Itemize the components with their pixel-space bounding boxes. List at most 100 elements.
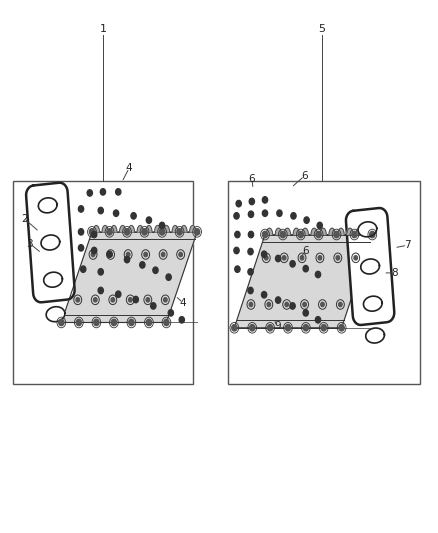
Circle shape bbox=[248, 248, 253, 255]
Circle shape bbox=[283, 256, 286, 260]
Circle shape bbox=[290, 261, 295, 267]
Text: 6: 6 bbox=[302, 246, 309, 255]
Polygon shape bbox=[366, 328, 385, 343]
Circle shape bbox=[179, 317, 184, 323]
Text: 8: 8 bbox=[391, 268, 398, 278]
Circle shape bbox=[262, 210, 268, 216]
Polygon shape bbox=[128, 225, 134, 232]
Circle shape bbox=[303, 310, 308, 316]
Circle shape bbox=[290, 303, 295, 309]
Polygon shape bbox=[137, 225, 143, 232]
Polygon shape bbox=[102, 225, 108, 232]
Bar bbox=[13, 181, 193, 384]
Circle shape bbox=[249, 198, 254, 205]
Polygon shape bbox=[93, 225, 99, 232]
Circle shape bbox=[235, 266, 240, 272]
Circle shape bbox=[87, 190, 92, 196]
Circle shape bbox=[89, 229, 95, 235]
Polygon shape bbox=[190, 225, 196, 232]
Circle shape bbox=[94, 297, 97, 302]
Polygon shape bbox=[155, 225, 161, 232]
Polygon shape bbox=[358, 222, 377, 237]
Circle shape bbox=[179, 253, 182, 257]
Circle shape bbox=[113, 210, 119, 216]
Circle shape bbox=[339, 325, 344, 331]
Circle shape bbox=[140, 262, 145, 268]
Polygon shape bbox=[172, 225, 178, 232]
Polygon shape bbox=[311, 228, 317, 235]
Circle shape bbox=[236, 200, 241, 207]
Circle shape bbox=[151, 303, 156, 309]
Polygon shape bbox=[146, 225, 152, 232]
Circle shape bbox=[316, 231, 321, 238]
Circle shape bbox=[265, 256, 268, 260]
Circle shape bbox=[262, 231, 268, 238]
Polygon shape bbox=[293, 228, 300, 235]
Circle shape bbox=[59, 319, 64, 326]
Circle shape bbox=[124, 229, 130, 235]
Circle shape bbox=[159, 229, 165, 235]
Circle shape bbox=[304, 217, 309, 223]
Circle shape bbox=[291, 213, 296, 219]
Circle shape bbox=[78, 245, 84, 251]
Circle shape bbox=[166, 274, 171, 280]
Circle shape bbox=[92, 253, 95, 257]
Circle shape bbox=[277, 210, 282, 216]
Circle shape bbox=[94, 319, 99, 326]
Circle shape bbox=[164, 319, 169, 326]
Circle shape bbox=[146, 217, 152, 223]
Circle shape bbox=[276, 255, 281, 262]
Circle shape bbox=[339, 302, 342, 306]
Polygon shape bbox=[347, 228, 353, 235]
Polygon shape bbox=[364, 296, 382, 311]
Circle shape bbox=[194, 229, 200, 235]
Polygon shape bbox=[320, 228, 326, 235]
Circle shape bbox=[321, 325, 326, 331]
Text: 1: 1 bbox=[99, 25, 106, 34]
Circle shape bbox=[262, 197, 268, 203]
Circle shape bbox=[232, 325, 237, 331]
Bar bbox=[228, 181, 420, 384]
Text: 9: 9 bbox=[274, 321, 281, 331]
Circle shape bbox=[285, 302, 289, 306]
Circle shape bbox=[76, 319, 81, 326]
Text: 7: 7 bbox=[404, 240, 411, 250]
Circle shape bbox=[126, 253, 130, 257]
Text: 4: 4 bbox=[180, 298, 187, 308]
Circle shape bbox=[92, 231, 97, 238]
Circle shape bbox=[261, 251, 267, 257]
Circle shape bbox=[107, 251, 112, 257]
Polygon shape bbox=[39, 198, 57, 213]
Polygon shape bbox=[46, 306, 65, 322]
Circle shape bbox=[248, 269, 253, 275]
Circle shape bbox=[92, 247, 97, 254]
Circle shape bbox=[286, 325, 291, 331]
Circle shape bbox=[116, 189, 121, 195]
Circle shape bbox=[317, 222, 322, 229]
Circle shape bbox=[144, 253, 147, 257]
Circle shape bbox=[249, 302, 253, 306]
Polygon shape bbox=[26, 183, 74, 302]
Polygon shape bbox=[41, 235, 60, 250]
Text: 6: 6 bbox=[301, 171, 308, 181]
Circle shape bbox=[354, 256, 357, 260]
Polygon shape bbox=[181, 225, 187, 232]
Circle shape bbox=[78, 229, 84, 235]
Circle shape bbox=[159, 222, 165, 229]
Circle shape bbox=[142, 229, 147, 235]
Polygon shape bbox=[266, 228, 272, 235]
Text: 2: 2 bbox=[21, 214, 28, 223]
Circle shape bbox=[168, 310, 173, 316]
Polygon shape bbox=[338, 228, 344, 235]
Circle shape bbox=[107, 229, 112, 235]
Polygon shape bbox=[329, 228, 335, 235]
Polygon shape bbox=[365, 228, 371, 235]
Circle shape bbox=[146, 297, 150, 302]
Circle shape bbox=[303, 265, 308, 272]
Circle shape bbox=[234, 247, 239, 254]
Circle shape bbox=[76, 297, 80, 302]
Circle shape bbox=[116, 291, 121, 297]
Circle shape bbox=[370, 231, 375, 238]
Circle shape bbox=[129, 297, 132, 302]
Circle shape bbox=[234, 213, 239, 219]
